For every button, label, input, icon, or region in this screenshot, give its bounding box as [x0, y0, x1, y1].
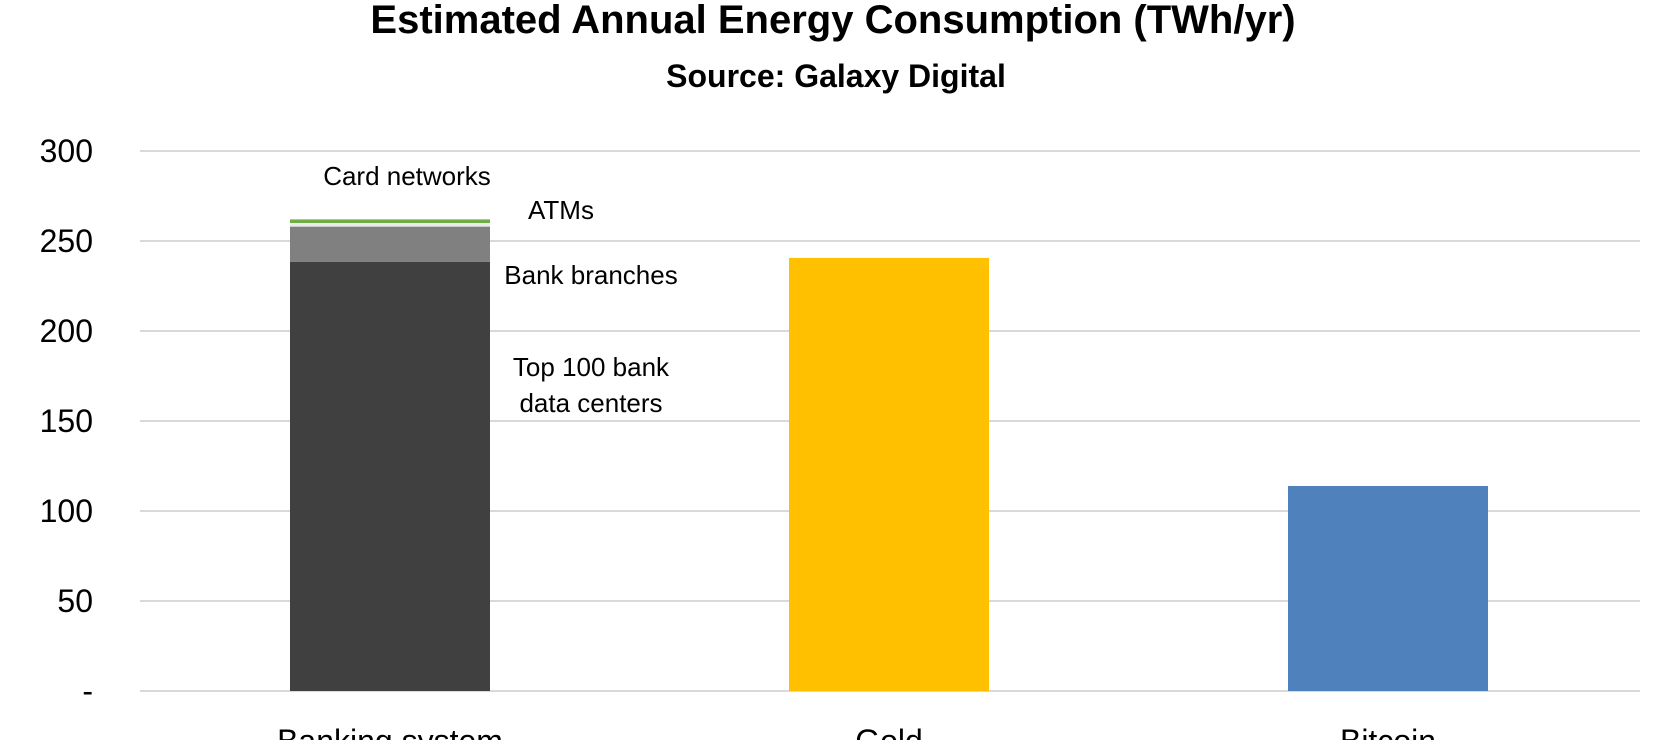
x-category-label-gold: Gold: [855, 723, 923, 740]
annotation-line: Card networks: [323, 161, 491, 191]
annotations: Card networks ATMs Bank branches Top 100 ba…: [323, 161, 678, 418]
chart-subtitle: Source: Galaxy Digital: [666, 58, 1006, 94]
annotation-line: Bank branches: [504, 260, 677, 290]
y-tick-label-150: 150: [40, 403, 93, 439]
y-tick-label-50: 50: [57, 583, 93, 619]
y-axis-ticks: - 50 100 150 200 250 300: [40, 133, 93, 709]
annotation-line: ATMs: [528, 195, 594, 225]
y-tick-label-200: 200: [40, 313, 93, 349]
annotation-line: data centers: [519, 388, 662, 418]
annotation-data-centers: Top 100 bank data centers: [513, 352, 670, 418]
y-tick-label-100: 100: [40, 493, 93, 529]
bar-segment-bitcoin-bitcoin: [1288, 485, 1488, 691]
x-axis-categories: Banking system Gold Bitcoin: [277, 723, 1436, 740]
x-category-label-bitcoin: Bitcoin: [1340, 723, 1436, 740]
bar-segment-banking-system-top-100-bank-data-centers: [290, 261, 490, 691]
y-tick-label-300: 300: [40, 133, 93, 169]
bar-segment-banking-system-card-networks: [290, 219, 490, 223]
chart-title: Estimated Annual Energy Consumption (TWh…: [370, 0, 1295, 42]
annotation-atms: ATMs: [528, 195, 594, 225]
bars: [290, 219, 1488, 691]
annotation-line: Top 100 bank: [513, 352, 670, 382]
y-tick-label-0: -: [82, 673, 93, 709]
y-tick-label-250: 250: [40, 223, 93, 259]
bar-segment-banking-system-bank-branches: [290, 226, 490, 262]
x-category-label-banking-system: Banking system: [277, 723, 503, 740]
annotation-card-networks: Card networks: [323, 161, 491, 191]
bar-segment-banking-system-atms: [290, 223, 490, 227]
bar-segment-gold-gold: [789, 257, 989, 691]
annotation-bank-branches: Bank branches: [504, 260, 677, 290]
